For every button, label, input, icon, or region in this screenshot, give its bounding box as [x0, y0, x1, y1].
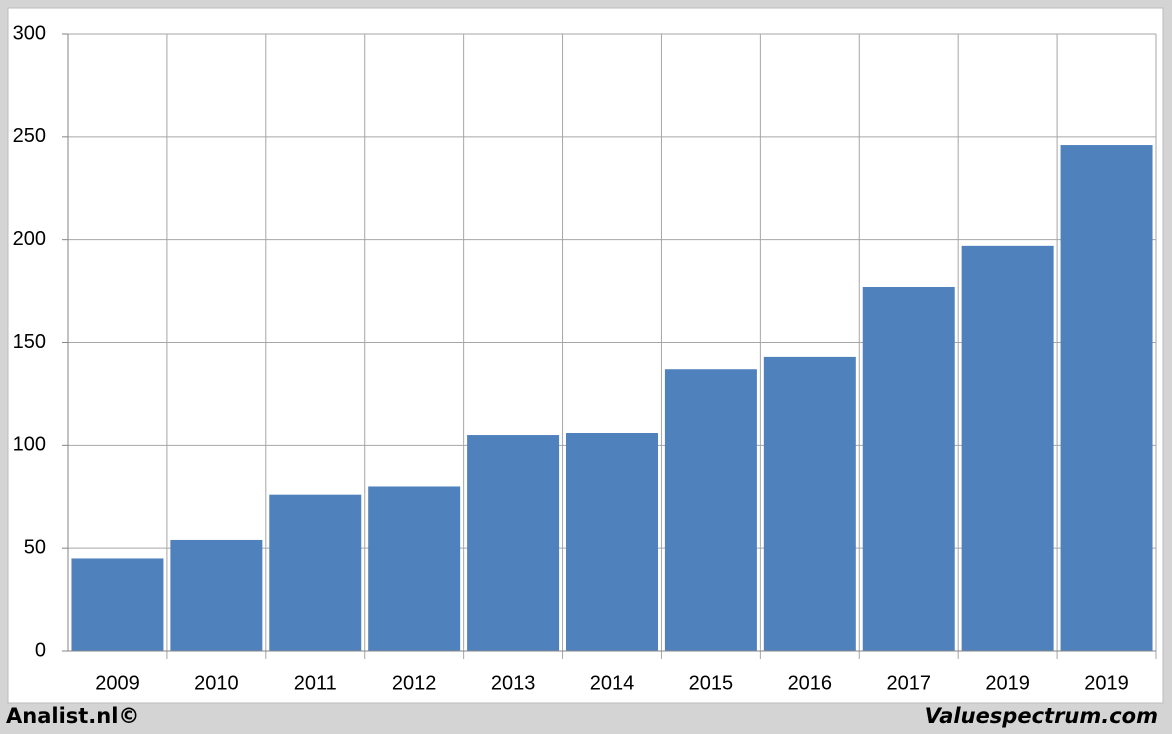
y-tick-label: 250	[13, 125, 46, 147]
x-tick-label: 2009	[95, 672, 140, 694]
x-tick-label: 2016	[788, 672, 833, 694]
bar	[763, 356, 856, 651]
y-tick-label: 200	[13, 228, 46, 250]
footer-left: Analist.nl©	[6, 704, 139, 728]
bar	[664, 369, 757, 651]
x-tick-label: 2017	[886, 672, 931, 694]
x-tick-label: 2019	[985, 672, 1030, 694]
bar	[1060, 145, 1153, 651]
footer-right: Valuespectrum.com	[925, 704, 1158, 728]
x-tick-label: 2014	[590, 672, 635, 694]
y-tick-label: 0	[35, 639, 46, 661]
bar	[566, 432, 658, 651]
x-tick-label: 2010	[194, 672, 239, 694]
bar	[467, 435, 560, 651]
x-tick-label: 2012	[392, 672, 437, 694]
bar	[71, 558, 164, 651]
y-tick-label: 300	[13, 22, 46, 44]
y-tick-label: 100	[13, 434, 46, 456]
bar	[368, 486, 461, 651]
x-tick-label: 2019	[1084, 672, 1129, 694]
x-tick-label: 2015	[689, 672, 734, 694]
y-tick-label: 150	[13, 331, 46, 353]
bar	[961, 245, 1054, 651]
x-tick-label: 2013	[491, 672, 536, 694]
y-tick-label: 50	[24, 536, 46, 558]
bar	[269, 494, 362, 651]
x-tick-label: 2011	[294, 672, 337, 694]
bar	[170, 539, 263, 651]
bar	[862, 286, 955, 651]
